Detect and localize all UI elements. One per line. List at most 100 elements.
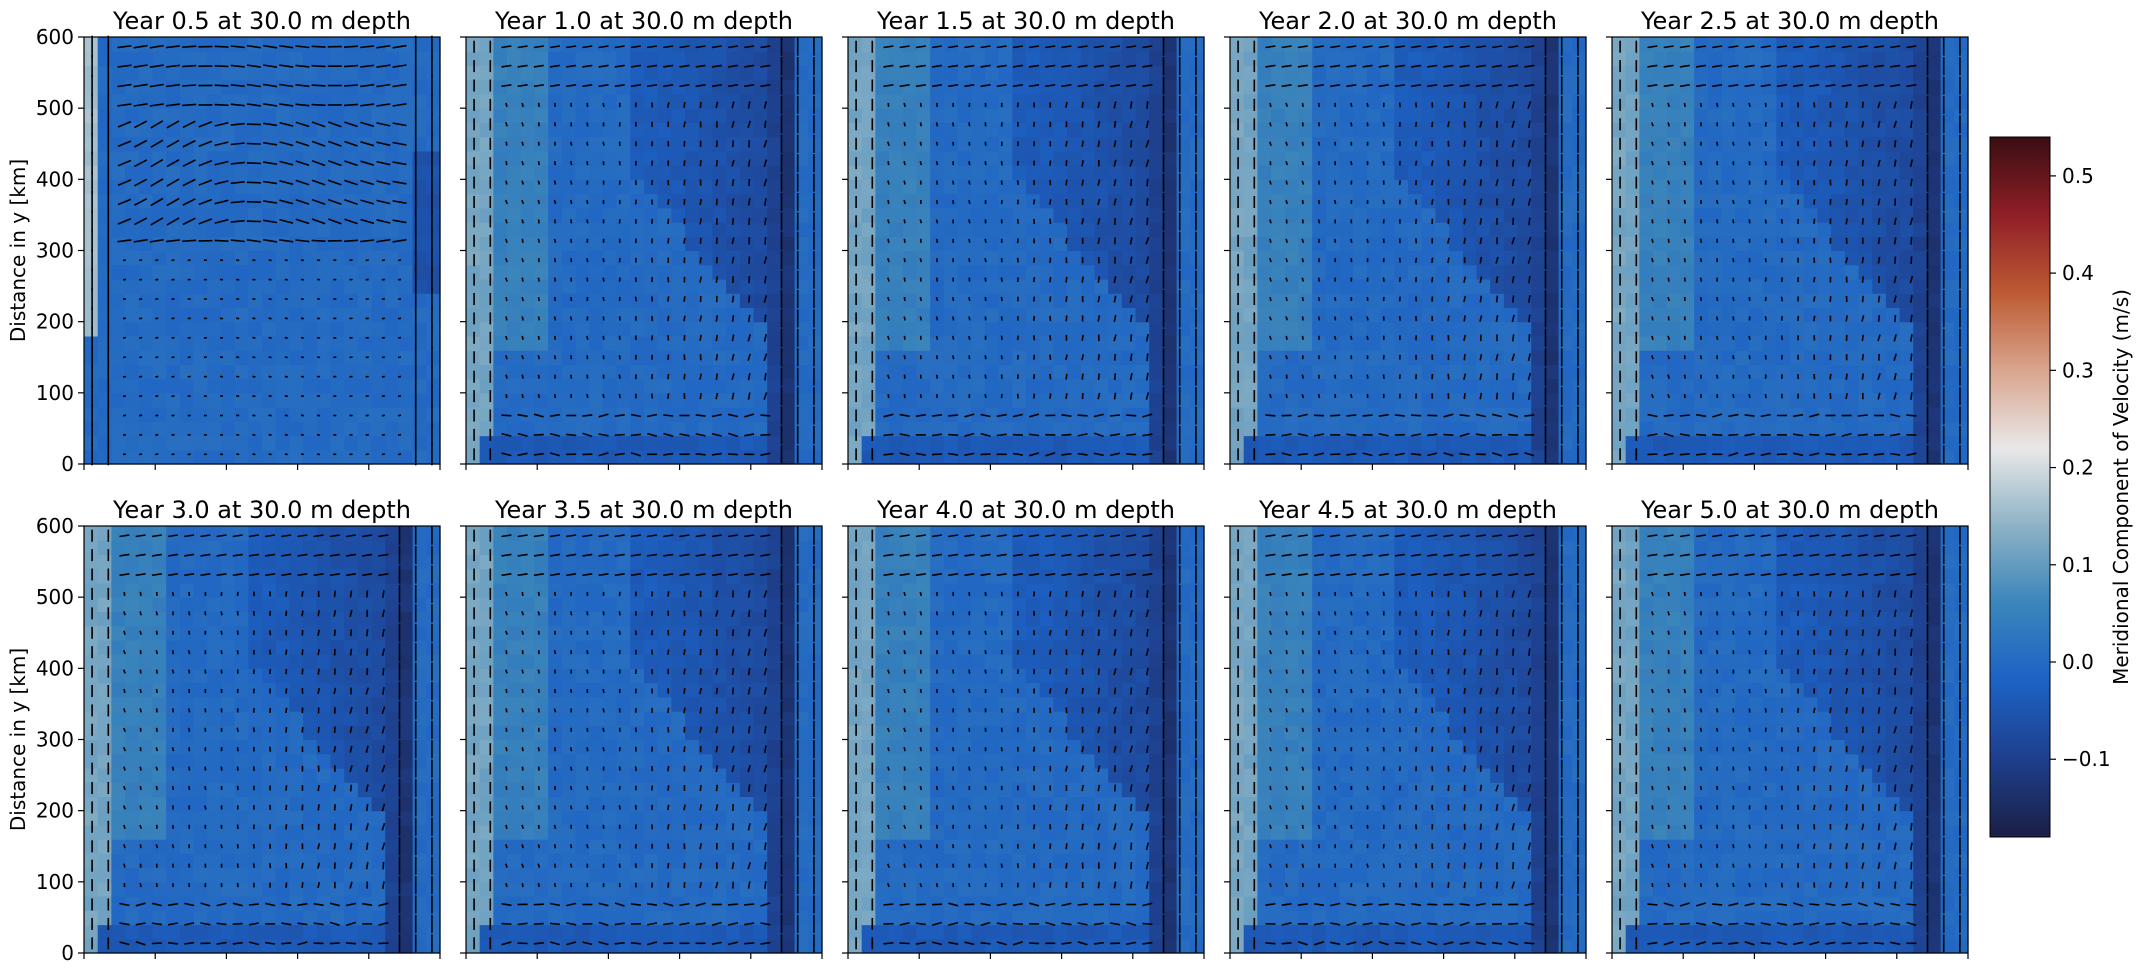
heatmap-cell (1339, 122, 1354, 138)
quiver-arrow (1142, 64, 1153, 68)
heatmap-cell (1271, 307, 1286, 323)
quiver-arrow (166, 120, 180, 129)
heatmap-cell (344, 421, 359, 437)
heatmap-cell (1257, 435, 1272, 451)
heatmap-cell (330, 207, 345, 223)
heatmap-cell (303, 435, 318, 451)
heatmap-cell (1435, 108, 1450, 123)
heatmap-cell (179, 421, 195, 437)
quiver-arrow (1317, 296, 1321, 302)
heatmap-cell (1421, 51, 1436, 67)
heatmap-cell (520, 364, 536, 380)
heatmap-cell (193, 207, 208, 223)
heatmap-cell (316, 421, 332, 437)
heatmap-cell (1531, 193, 1546, 209)
heatmap-cell (1558, 364, 1573, 380)
quiver-arrow (968, 316, 971, 321)
quiver-arrow (517, 84, 528, 88)
heatmap-cell (207, 449, 222, 465)
heatmap-cell (234, 250, 249, 266)
quiver-arrow (252, 336, 256, 339)
heatmap-cell (193, 293, 208, 309)
heatmap-cell (84, 193, 99, 209)
heatmap-cell (466, 449, 481, 465)
heatmap-cell (916, 392, 931, 408)
heatmap-cell (861, 250, 876, 266)
heatmap-cell (152, 407, 167, 422)
quiver-arrow (1016, 354, 1019, 360)
heatmap-cell (794, 421, 809, 437)
quiver-arrow (1269, 122, 1272, 127)
heatmap-cell (289, 364, 304, 380)
heatmap-cell (1490, 435, 1505, 451)
quiver-arrow (1269, 180, 1272, 185)
heatmap-cell (1149, 407, 1164, 422)
quiver-arrow (1285, 122, 1288, 127)
heatmap-cell (602, 378, 618, 394)
heatmap-cell (889, 65, 904, 81)
heatmap-cell (1230, 65, 1245, 81)
quiver-arrow (1297, 84, 1308, 88)
heatmap-cell (1284, 350, 1300, 365)
heatmap-cell (1462, 364, 1478, 380)
quiver-arrow (760, 414, 771, 417)
heatmap-cell (1012, 222, 1027, 237)
heatmap-cell (1284, 335, 1300, 351)
quiver-arrow (614, 64, 625, 68)
quiver-arrow (505, 335, 508, 340)
heatmap-cell (1298, 278, 1313, 294)
heatmap-cell (1572, 350, 1587, 365)
heatmap-cell (1517, 93, 1532, 109)
heatmap-cell (1421, 93, 1436, 109)
heatmap-cell (412, 278, 427, 294)
quiver-arrow (1146, 372, 1149, 381)
heatmap-cell (166, 93, 181, 109)
heatmap-cell (848, 278, 863, 294)
heatmap-cell (685, 449, 700, 465)
heatmap-cell (234, 264, 249, 280)
quiver-arrow (1012, 64, 1024, 68)
heatmap-cell (1476, 79, 1491, 95)
quiver-arrow (553, 316, 557, 321)
quiver-arrow (1049, 315, 1052, 322)
heatmap-cell (794, 378, 809, 394)
heatmap-cell (1176, 193, 1191, 209)
heatmap-cell (344, 93, 359, 109)
quiver-arrow (586, 393, 589, 399)
heatmap-cell (1312, 179, 1327, 195)
heatmap-cell (998, 51, 1013, 67)
quiver-arrow (1463, 354, 1466, 361)
quiver-arrow (1313, 84, 1325, 88)
heatmap-cell (330, 293, 345, 309)
heatmap-cell (889, 335, 904, 351)
quiver-arrow (1313, 64, 1325, 68)
quiver-arrow (134, 197, 148, 206)
heatmap-cell (330, 335, 345, 351)
heatmap-cell (1544, 321, 1560, 337)
heatmap-cell (1284, 179, 1300, 195)
heatmap-cell (466, 193, 481, 209)
heatmap-cell (630, 378, 645, 394)
quiver-arrow (1378, 413, 1389, 417)
heatmap-cell (1284, 364, 1300, 380)
heatmap-cell (1012, 150, 1027, 166)
heatmap-cell (1257, 449, 1272, 465)
heatmap-cell (1449, 165, 1464, 180)
heatmap-cell (1339, 51, 1354, 67)
quiver-arrow (376, 141, 391, 147)
quiver-arrow (679, 64, 690, 68)
heatmap-cell (1312, 79, 1327, 95)
quiver-arrow (1093, 413, 1104, 418)
heatmap-cell (1353, 392, 1368, 408)
heatmap-cell (1490, 65, 1505, 81)
heatmap-cell (561, 307, 577, 323)
heatmap-cell (1366, 37, 1382, 52)
heatmap-cell (561, 350, 577, 365)
heatmap-cell (1544, 350, 1560, 365)
heatmap-cell (630, 165, 645, 180)
quiver-arrow (1394, 45, 1406, 49)
heatmap-cell (166, 65, 181, 81)
heatmap-cell (726, 278, 741, 294)
heatmap-cell (1176, 293, 1191, 309)
heatmap-cell (848, 264, 863, 280)
